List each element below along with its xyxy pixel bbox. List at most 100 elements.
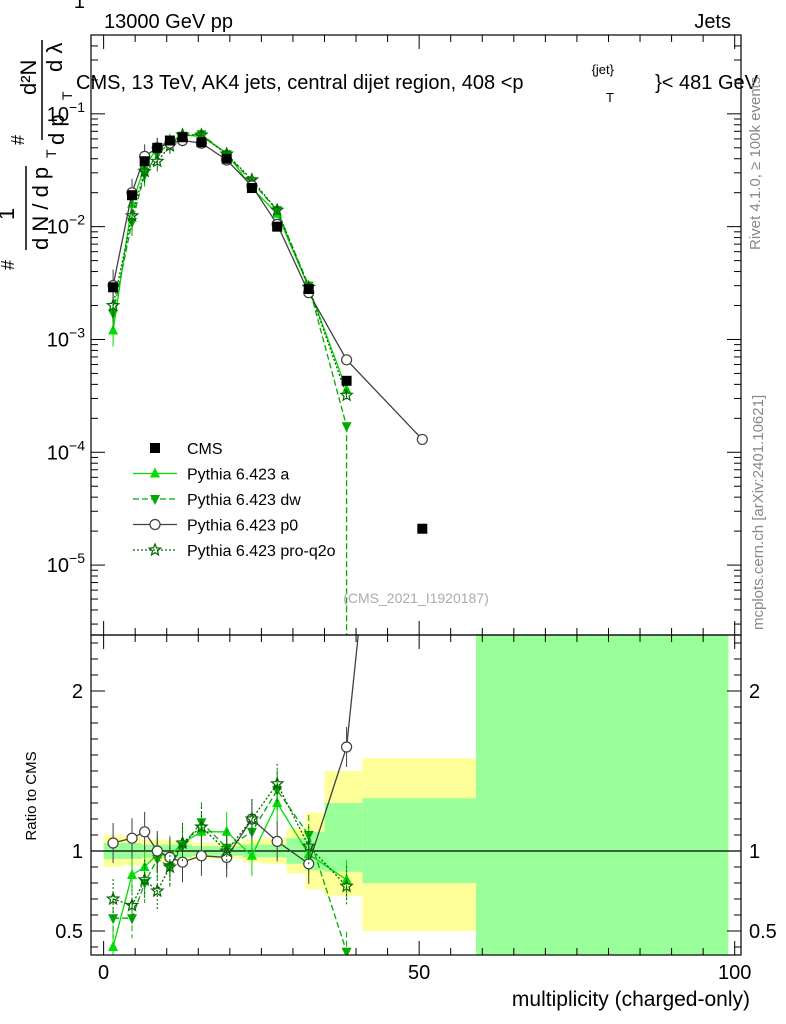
main-series-triangle-down	[108, 129, 352, 635]
main-point	[341, 375, 352, 386]
ratio-point	[150, 883, 165, 898]
main-y-tick-label: 10−4	[47, 437, 85, 464]
ratio-y-tick-label-right: 0.5	[749, 921, 777, 943]
main-point	[108, 282, 119, 293]
main-series-layer	[105, 127, 428, 635]
main-y-axis-title: # 1 d N / d p T # d²N d p T d λ	[0, 40, 75, 270]
main-point	[272, 221, 283, 232]
ratio-series-line	[112, 782, 348, 907]
legend-entry: Pythia 6.423 dw	[133, 492, 301, 509]
y-title-sub-t1: T	[43, 149, 59, 158]
main-point	[340, 354, 353, 366]
main-point	[303, 284, 314, 295]
y-title-hash-1: #	[0, 260, 18, 270]
main-point	[177, 132, 188, 143]
ratio-point	[105, 891, 121, 906]
main-point	[339, 387, 354, 402]
ratio-point	[271, 835, 283, 848]
y-title-dpt: d p	[44, 114, 69, 145]
main-series-line	[112, 139, 423, 440]
legend-label: Pythia 6.423 dw	[187, 492, 301, 509]
main-point	[108, 324, 119, 335]
main-point	[341, 422, 352, 433]
legend-entry: Pythia 6.423 p0	[133, 518, 298, 535]
main-series-circle-open	[107, 134, 428, 446]
legend: CMS Pythia 6.423 a Pythia 6.423 dw Pythia 6…	[133, 441, 336, 560]
ratio-frame	[90, 634, 742, 956]
legend-label: Pythia 6.423 p0	[187, 518, 298, 535]
ratio-series-star	[105, 763, 354, 926]
plot-title-sub: T	[606, 90, 614, 105]
ratio-point	[340, 741, 353, 753]
ratio-point	[301, 838, 316, 853]
legend-entry: CMS	[150, 441, 223, 458]
ratio-point	[194, 819, 209, 834]
main-y-tick-label: 10−5	[47, 550, 85, 577]
y-title-one: 1	[0, 208, 19, 220]
main-y-tick-label: 1	[74, 0, 85, 13]
main-point	[152, 142, 163, 153]
main-point	[416, 433, 428, 446]
legend-marker	[149, 518, 161, 531]
legend-entry: Pythia 6.423 pro-q2o	[133, 542, 336, 560]
main-y-tick-label: 10−3	[47, 324, 85, 351]
ratio-point	[162, 859, 178, 874]
main-point	[221, 153, 232, 164]
main-point	[139, 156, 150, 167]
legend-label: Pythia 6.423 a	[187, 467, 289, 484]
main-point	[196, 137, 207, 148]
category-label: Jets	[694, 11, 731, 33]
rivet-label: Rivet 4.1.0, ≥ 100k events	[747, 77, 764, 250]
main-y-tick-label: 10−1	[47, 99, 85, 126]
ratio-point	[339, 878, 354, 893]
ratio-point	[126, 832, 138, 844]
ratio-green-band-bin	[324, 803, 363, 872]
legend-marker	[150, 443, 160, 453]
main-point	[105, 297, 121, 312]
legend-marker	[150, 495, 160, 505]
ratio-point	[124, 897, 140, 912]
legend-entry: Pythia 6.423 a	[133, 467, 289, 484]
ratio-green-band-bin	[362, 798, 476, 883]
ratio-point	[151, 845, 163, 857]
ratio-point	[108, 941, 119, 951]
y-title-dn: d N / d p	[28, 167, 53, 250]
ratio-point	[244, 811, 260, 826]
analysis-id: (CMS_2021_I1920187)	[343, 590, 489, 606]
main-point	[246, 183, 257, 194]
y-title-d2n: d²N	[16, 60, 41, 95]
legend-marker	[147, 542, 163, 557]
ratio-point	[139, 826, 151, 838]
ratio-series-circle-open	[107, 14, 427, 884]
main-y-tick-label: 10−2	[47, 212, 85, 239]
ratio-point	[246, 849, 257, 860]
main-series-square	[108, 132, 428, 534]
plot-title-tail: }< 481 GeV	[655, 72, 759, 94]
y-title-hash-2: #	[8, 135, 28, 145]
main-point	[269, 202, 285, 217]
ratio-y-tick-label-left: 2	[72, 681, 83, 703]
ratio-series-layer	[105, 14, 427, 955]
plot-title: CMS, 13 TeV, AK4 jets, central dijet reg…	[76, 62, 759, 105]
ratio-point	[219, 843, 234, 858]
plot-title-main: CMS, 13 TeV, AK4 jets, central dijet reg…	[76, 72, 524, 94]
ratio-point	[269, 776, 285, 791]
legend-label: CMS	[187, 441, 223, 458]
main-point	[150, 153, 165, 168]
energy-label: 13000 GeV pp	[104, 11, 233, 33]
ratio-green-band-bin	[475, 635, 729, 955]
ratio-y-tick-label-right: 1	[749, 841, 760, 863]
main-series-line	[112, 134, 348, 396]
axes-layer: 0 50 100 10−5 10−4 10−3 10−2 10−1 1 0.5 0.5 1 1 2 2	[47, 0, 777, 984]
ratio-point	[107, 837, 119, 849]
main-point	[164, 135, 175, 146]
ratio-y-tick-label-left: 0.5	[55, 921, 83, 943]
ratio-point	[417, 14, 427, 24]
ratio-point	[341, 947, 352, 955]
ratio-point	[175, 835, 190, 850]
ratio-y-tick-label-left: 1	[72, 841, 83, 863]
ratio-point	[176, 856, 189, 868]
ratio-point	[137, 872, 152, 887]
ratio-y-axis-title: Ratio to CMS	[23, 751, 40, 840]
